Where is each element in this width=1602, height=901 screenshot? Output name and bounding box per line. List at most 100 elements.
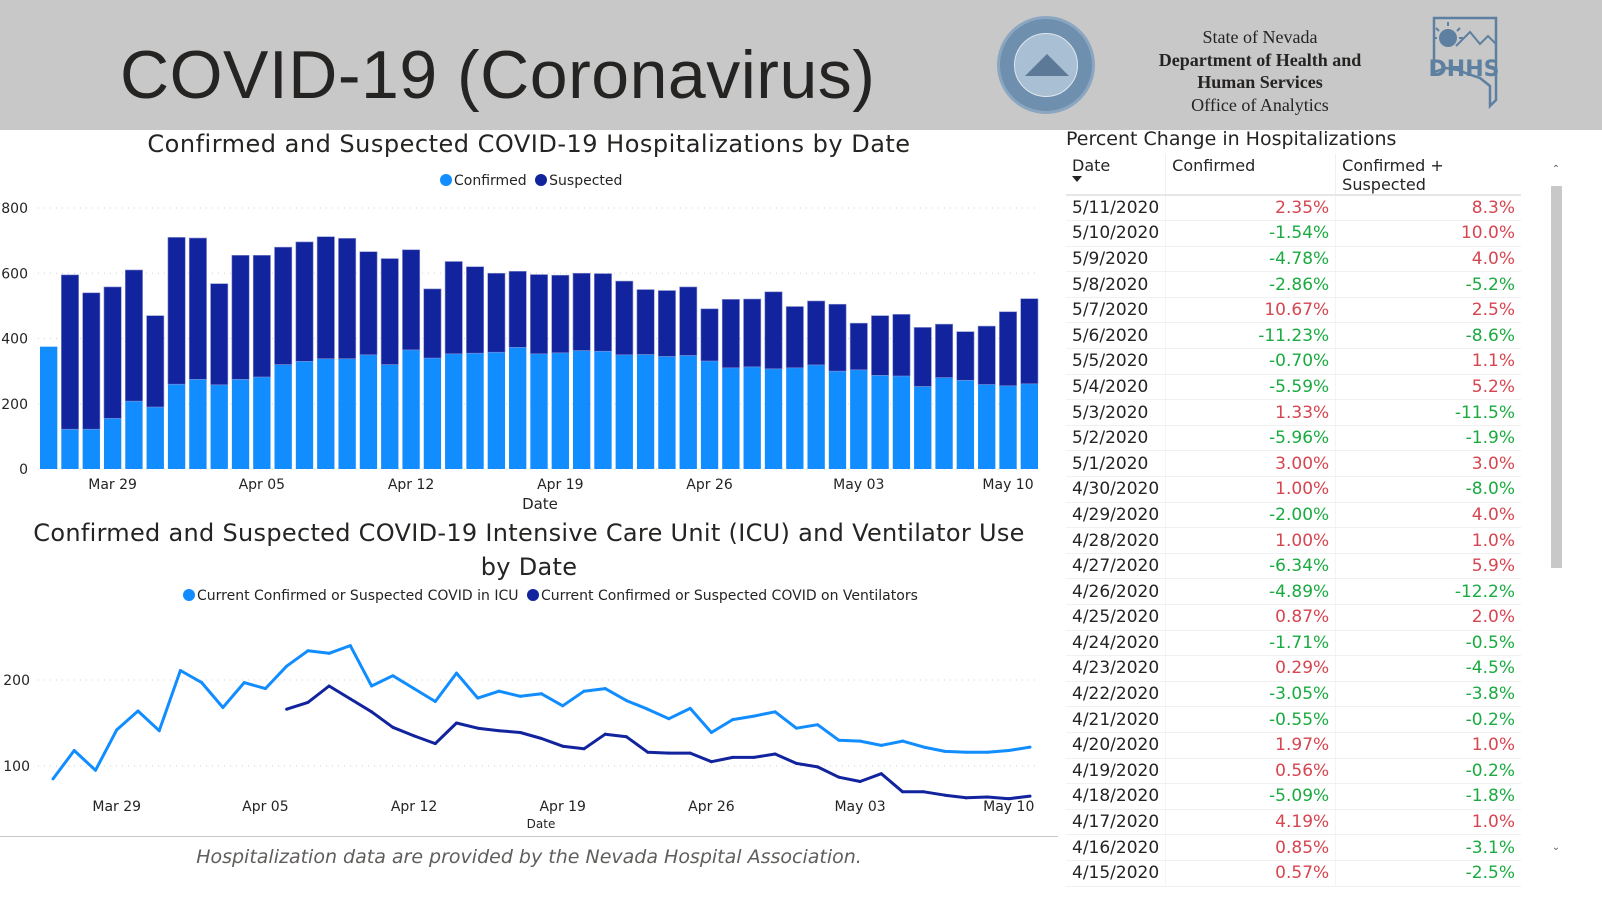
ventilator-line-point[interactable] — [879, 772, 883, 776]
icu-line-point[interactable] — [221, 706, 225, 710]
bar-confirmed[interactable] — [786, 367, 804, 469]
bar-confirmed[interactable] — [125, 401, 143, 469]
icu-line-point[interactable] — [242, 681, 246, 685]
bar-confirmed[interactable] — [850, 369, 868, 469]
icu-line-point[interactable] — [157, 729, 161, 733]
icu-line-point[interactable] — [1007, 749, 1011, 753]
bar-confirmed[interactable] — [828, 371, 847, 469]
icu-line-point[interactable] — [348, 644, 352, 648]
table-row[interactable]: 5/10/2020 -1.54% 10.0% — [1066, 220, 1521, 247]
bar-confirmed[interactable] — [466, 353, 484, 469]
table-row[interactable]: 5/4/2020 -5.59% 5.2% — [1066, 374, 1521, 401]
ventilator-line-point[interactable] — [455, 721, 459, 725]
bar-suspected[interactable] — [871, 315, 890, 376]
ventilator-line-point[interactable] — [1007, 797, 1011, 801]
table-row[interactable]: 5/3/2020 1.33% -11.5% — [1066, 399, 1521, 426]
bar-confirmed[interactable] — [530, 353, 548, 469]
bar-confirmed[interactable] — [871, 375, 889, 469]
bar-confirmed[interactable] — [679, 355, 697, 469]
icu-line-point[interactable] — [285, 664, 289, 668]
icu-line-point[interactable] — [1028, 745, 1032, 749]
bar-confirmed[interactable] — [61, 429, 79, 469]
icu-ventilator-line-chart[interactable]: 100 200 Mar 29 Apr 05 Apr 12 Apr 19 Apr 26 May… — [0, 610, 1058, 834]
table-row[interactable]: 4/21/2020 -0.55% -0.2% — [1066, 706, 1521, 733]
bar-confirmed[interactable] — [509, 347, 527, 469]
ventilator-line-point[interactable] — [1028, 794, 1032, 798]
bar-confirmed[interactable] — [210, 384, 228, 469]
icu-line-point[interactable] — [667, 717, 671, 721]
bar-suspected[interactable] — [444, 261, 463, 355]
bar-suspected[interactable] — [423, 288, 442, 359]
bar-confirmed[interactable] — [231, 379, 250, 469]
ventilator-line-point[interactable] — [901, 790, 905, 794]
legend-item-suspected[interactable]: Suspected — [535, 173, 622, 189]
ventilator-line-point[interactable] — [348, 697, 352, 701]
ventilator-line-point[interactable] — [688, 751, 692, 755]
icu-line-point[interactable] — [986, 750, 990, 754]
ventilator-line-point[interactable] — [858, 779, 862, 783]
table-row[interactable]: 4/18/2020 -5.09% -1.8% — [1066, 783, 1521, 810]
table-row[interactable]: 4/27/2020 -6.34% 5.9% — [1066, 553, 1521, 580]
ventilator-line-point[interactable] — [497, 729, 501, 733]
ventilator-line-point[interactable] — [370, 710, 374, 714]
bar-suspected[interactable] — [828, 303, 847, 372]
bar-suspected[interactable] — [935, 323, 954, 378]
bar-suspected[interactable] — [679, 286, 698, 356]
scrollbar-thumb[interactable] — [1551, 186, 1562, 568]
icu-line-point[interactable] — [709, 730, 713, 734]
table-row[interactable]: 5/11/2020 2.35% 8.3% — [1066, 195, 1521, 222]
bar-confirmed[interactable] — [978, 384, 996, 469]
bar-suspected[interactable] — [274, 246, 293, 365]
ventilator-line-point[interactable] — [518, 730, 522, 734]
bar-suspected[interactable] — [316, 236, 335, 360]
icu-line-point[interactable] — [858, 739, 862, 743]
bar-suspected[interactable] — [657, 290, 676, 357]
icu-line-point[interactable] — [93, 768, 97, 772]
bar-confirmed[interactable] — [487, 352, 506, 469]
icu-line-point[interactable] — [455, 671, 459, 675]
ventilator-line-point[interactable] — [752, 755, 756, 759]
ventilator-line-point[interactable] — [624, 735, 628, 739]
column-header-confirmed-suspected[interactable]: Confirmed + Suspected — [1335, 154, 1521, 196]
icu-line-point[interactable] — [540, 692, 543, 696]
ventilator-line-point[interactable] — [433, 742, 437, 746]
bar-confirmed[interactable] — [572, 350, 591, 469]
bar-confirmed[interactable] — [551, 352, 569, 469]
bar-confirmed[interactable] — [189, 379, 207, 469]
icu-line-point[interactable] — [964, 750, 968, 754]
icu-line-point[interactable] — [837, 738, 841, 742]
table-row[interactable]: 5/9/2020 -4.78% 4.0% — [1066, 246, 1521, 273]
ventilator-line-point[interactable] — [476, 726, 480, 730]
chevron-down-icon[interactable]: ⌄ — [1551, 842, 1561, 853]
icu-line[interactable] — [51, 644, 1031, 780]
bar-confirmed[interactable] — [423, 358, 442, 469]
bar-suspected[interactable] — [61, 274, 79, 430]
bar-suspected[interactable] — [636, 289, 655, 355]
table-row[interactable]: 4/26/2020 -4.89% -12.2% — [1066, 578, 1521, 605]
bar-suspected[interactable] — [1020, 298, 1039, 385]
bar-confirmed[interactable] — [743, 366, 761, 469]
icu-line-point[interactable] — [412, 687, 416, 691]
bar-suspected[interactable] — [487, 272, 506, 353]
icu-line-point[interactable] — [646, 707, 650, 711]
icu-line-point[interactable] — [518, 694, 522, 698]
table-row[interactable]: 4/19/2020 0.56% -0.2% — [1066, 758, 1521, 785]
ventilator-line-point[interactable] — [986, 795, 990, 799]
hospitalizations-bar-chart[interactable]: 0 200 400 600 800 Mar 29 Apr 05 Apr 12 Apr 19 Ap… — [0, 195, 1058, 515]
ventilator-line-point[interactable] — [922, 790, 926, 794]
table-row[interactable]: 5/5/2020 -0.70% 1.1% — [1066, 348, 1521, 375]
ventilator-line-point[interactable] — [561, 744, 565, 748]
column-header-confirmed[interactable]: Confirmed — [1165, 154, 1337, 196]
bar-confirmed[interactable] — [914, 386, 932, 469]
icu-line-point[interactable] — [688, 706, 692, 710]
bar-suspected[interactable] — [103, 286, 122, 419]
icu-line-point[interactable] — [901, 739, 905, 743]
bar-suspected[interactable] — [551, 274, 570, 354]
bar-suspected[interactable] — [721, 299, 740, 369]
table-row[interactable]: 4/15/2020 0.57% -2.5% — [1066, 860, 1521, 887]
ventilator-line-point[interactable] — [667, 751, 671, 755]
table-row[interactable]: 4/17/2020 4.19% 1.0% — [1066, 809, 1521, 836]
icu-line-point[interactable] — [731, 718, 735, 722]
legend-item-confirmed[interactable]: Confirmed — [440, 173, 527, 189]
bar-suspected[interactable] — [743, 298, 762, 368]
